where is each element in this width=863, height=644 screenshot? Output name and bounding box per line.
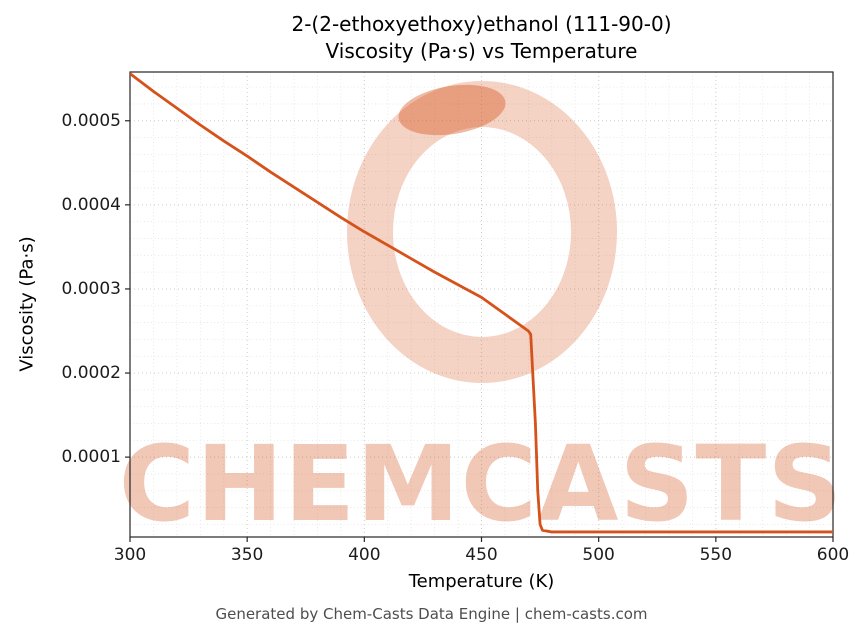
x-axis-label: Temperature (K): [408, 571, 555, 592]
x-tick-label: 450: [465, 545, 498, 565]
minor-gridlines: [130, 72, 833, 537]
x-tick-label: 400: [348, 545, 381, 565]
chart-title-line1: 2-(2-ethoxyethoxy)ethanol (111-90-0): [291, 12, 672, 36]
x-tick-label: 350: [230, 545, 264, 565]
chemcasts-logo-icon: [347, 81, 617, 383]
y-tick-label: 0.0002: [61, 363, 121, 384]
x-tick-label: 600: [816, 545, 850, 565]
y-tick-label: 0.0001: [61, 447, 121, 468]
y-tick-label: 0.0005: [61, 110, 121, 131]
y-tick-label: 0.0004: [61, 194, 121, 215]
footer-credit: Generated by Chem-Casts Data Engine | ch…: [215, 605, 648, 623]
watermark-text: CHEMCASTS: [119, 423, 843, 545]
viscosity-line: [130, 72, 833, 534]
logo-ring-icon: [347, 81, 617, 383]
y-tick-label: 0.0003: [61, 278, 121, 299]
x-tick-label: 550: [699, 545, 733, 565]
x-tick-label: 300: [113, 545, 147, 565]
logo-blob-icon: [398, 84, 506, 136]
x-tick-label: 500: [582, 545, 615, 565]
axis-tick-marks: [125, 120, 834, 542]
chart-title-line2: Viscosity (Pa·s) vs Temperature: [325, 39, 638, 63]
